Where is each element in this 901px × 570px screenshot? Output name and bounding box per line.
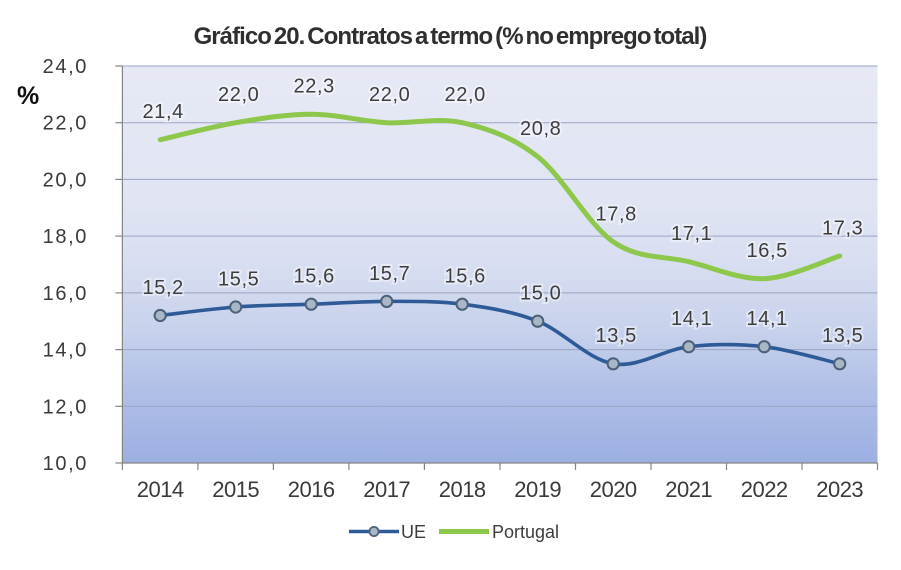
svg-text:15,0: 15,0: [520, 283, 561, 305]
svg-text:15,6: 15,6: [294, 266, 335, 288]
svg-text:Portugal: Portugal: [492, 522, 559, 542]
svg-text:21,4: 21,4: [143, 101, 184, 123]
svg-text:13,5: 13,5: [596, 325, 637, 347]
svg-text:20,0: 20,0: [43, 169, 88, 191]
svg-text:14,0: 14,0: [43, 340, 88, 362]
svg-text:22,0: 22,0: [445, 84, 486, 106]
svg-text:14,1: 14,1: [671, 308, 712, 330]
svg-text:2018: 2018: [439, 477, 486, 502]
svg-text:UE: UE: [401, 522, 426, 542]
svg-text:22,0: 22,0: [218, 84, 259, 106]
svg-text:%: %: [17, 82, 39, 110]
svg-text:2021: 2021: [665, 477, 712, 502]
svg-text:2019: 2019: [514, 477, 561, 502]
svg-text:Gráfico 20. Contratos a termo: Gráfico 20. Contratos a termo (% no empr…: [194, 23, 707, 50]
svg-text:22,3: 22,3: [294, 76, 335, 98]
svg-text:2020: 2020: [590, 477, 637, 502]
svg-text:22,0: 22,0: [43, 113, 88, 135]
svg-text:13,5: 13,5: [822, 325, 863, 347]
svg-text:2017: 2017: [363, 477, 410, 502]
svg-text:10,0: 10,0: [43, 453, 88, 475]
svg-text:2022: 2022: [741, 477, 788, 502]
svg-text:15,7: 15,7: [369, 263, 410, 285]
svg-text:20,8: 20,8: [520, 118, 561, 140]
svg-text:17,8: 17,8: [596, 203, 637, 225]
svg-text:18,0: 18,0: [43, 226, 88, 248]
svg-text:17,1: 17,1: [671, 223, 712, 245]
svg-text:17,3: 17,3: [822, 218, 863, 240]
svg-text:24,0: 24,0: [43, 56, 88, 78]
svg-text:15,6: 15,6: [445, 266, 486, 288]
svg-text:22,0: 22,0: [369, 84, 410, 106]
svg-text:15,5: 15,5: [218, 269, 259, 291]
svg-text:16,5: 16,5: [747, 240, 788, 262]
svg-text:2023: 2023: [816, 477, 863, 502]
svg-text:15,2: 15,2: [143, 277, 184, 299]
svg-text:2015: 2015: [212, 477, 259, 502]
svg-text:16,0: 16,0: [43, 283, 88, 305]
svg-text:14,1: 14,1: [747, 308, 788, 330]
svg-text:2016: 2016: [288, 477, 335, 502]
svg-text:2014: 2014: [137, 477, 184, 502]
svg-text:12,0: 12,0: [43, 396, 88, 418]
